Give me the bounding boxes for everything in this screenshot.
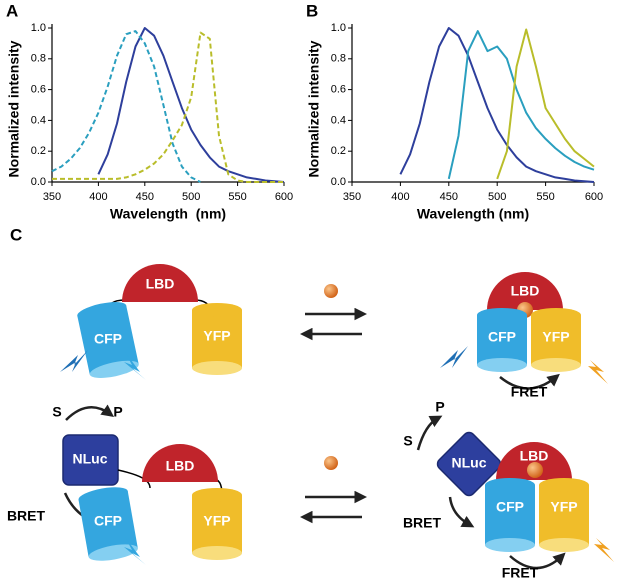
nluc-label: NLuc [452,455,487,471]
y-tick-label: 0.0 [31,176,46,188]
lbd-label: LBD [511,283,540,299]
y-tick-label: 0.6 [31,84,46,96]
line-chart: A 0.0 0.2 0.4 0.6 0.8 1.0 350 400 450 500 550 600 Wav… [6,1,293,221]
p-label: P [435,399,444,415]
scheme1-right: LBD CFP YFP FRET [440,272,608,400]
panel-label: B [306,1,318,20]
lbd-label: LBD [146,276,175,292]
scheme2-right: P S NLuc LBD BRET CFP YFP FRET [403,399,614,581]
x-tick-label: 350 [43,191,61,203]
y-tick-label: 0.6 [331,84,346,96]
equilibrium-arrows [300,284,367,524]
fret-label: FRET [511,384,548,400]
x-tick-label: 400 [89,191,107,203]
panel-label: C [10,225,22,244]
x-tick-label: 500 [488,191,506,203]
x-tick-label: 550 [228,191,246,203]
y-tick-label: 0.2 [31,145,46,157]
yfp-label: YFP [203,513,230,529]
x-tick-label: 600 [585,191,603,203]
x-tick-label: 450 [136,191,154,203]
spectrum-line [447,30,595,180]
p-label: P [113,404,122,420]
fret-label: FRET [502,565,539,581]
s-label: S [403,433,412,449]
spectrum-line [97,27,285,183]
yfp-label: YFP [542,329,569,345]
y-tick-label: 0.8 [331,53,346,65]
bret-label: BRET [403,515,442,531]
lbd-label: LBD [520,448,549,464]
charts: A 0.0 0.2 0.4 0.6 0.8 1.0 350 400 450 500 550 600 Wav… [6,1,603,221]
spectrum-line [399,27,595,183]
x-tick-label: 550 [536,191,554,203]
nluc-label: NLuc [73,451,108,467]
y-tick-label: 0.4 [31,114,46,126]
y-axis-label: Normalized intensity [306,40,322,177]
cfp-label: CFP [488,329,516,345]
y-tick-label: 1.0 [31,22,46,34]
spectrum-line [496,28,595,180]
y-tick-label: 0.8 [31,53,46,65]
x-tick-label: 450 [440,191,458,203]
y-tick-label: 0.4 [331,114,346,126]
y-tick-label: 0.0 [331,176,346,188]
panel-label: A [6,1,18,20]
x-tick-label: 350 [343,191,361,203]
bret-label: BRET [7,508,46,524]
scheme1-left: LBD CFP YFP [60,264,242,380]
x-axis-label: Wavelength (nm) [417,206,529,222]
yfp-label: YFP [203,328,230,344]
x-tick-label: 600 [275,191,293,203]
lbd-label: LBD [166,458,195,474]
y-tick-label: 1.0 [331,22,346,34]
yfp-label: YFP [550,499,577,515]
panel-c: C LBD CFP YFP LBD CFP YFP FRET S P NLuc … [7,225,614,581]
y-tick-label: 0.2 [331,145,346,157]
spectrum-line [52,31,284,183]
x-axis-label: Wavelength (nm) [110,206,226,222]
cfp-label: CFP [94,513,122,529]
spectrum-line [51,30,201,183]
cfp-label: CFP [94,331,122,347]
y-axis-label: Normalized intensity [6,40,22,177]
s-label: S [52,404,61,420]
x-tick-label: 500 [182,191,200,203]
cfp-label: CFP [496,499,524,515]
scheme2-left: S P NLuc LBD BRET CFP YFP [7,404,242,565]
line-chart: B 0.0 0.2 0.4 0.6 0.8 1.0 350 400 450 500 550 600 Wav… [306,1,603,221]
x-tick-label: 400 [391,191,409,203]
